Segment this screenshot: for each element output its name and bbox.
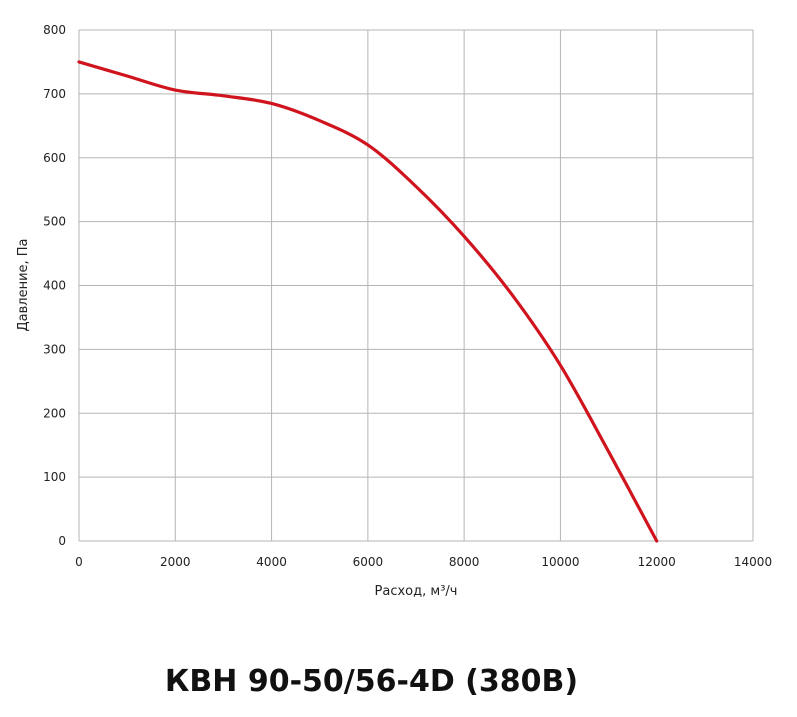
y-tick-label: 400 — [43, 279, 66, 293]
pressure-curve-line — [77, 60, 659, 543]
y-axis-label: Давление, Па — [16, 238, 31, 331]
y-tick-label: 100 — [43, 470, 66, 484]
x-tick-label: 4000 — [256, 555, 287, 569]
x-tick-label: 2000 — [160, 555, 191, 569]
chart-grid — [78, 29, 754, 542]
x-tick-label: 8000 — [449, 555, 480, 569]
x-axis-ticks: 0 2000 4000 6000 8000 10000 12000 14000 — [75, 555, 772, 569]
chart-series — [77, 60, 659, 543]
model-title: КВН 90-50/56-4D (380В) — [164, 664, 579, 699]
y-axis-ticks: 0 100 200 300 400 500 600 700 800 — [43, 23, 66, 548]
x-tick-label: 12000 — [638, 555, 676, 569]
y-tick-label: 500 — [43, 215, 66, 229]
x-tick-label: 6000 — [353, 555, 384, 569]
pressure-flow-chart: 0 100 200 300 400 500 600 700 800 0 2000 4000 6000 8… — [16, 23, 772, 599]
y-tick-label: 700 — [43, 87, 66, 101]
x-tick-label: 0 — [75, 555, 83, 569]
x-axis-label: Расход, м³/ч — [375, 584, 458, 599]
x-tick-label: 10000 — [541, 555, 579, 569]
y-tick-label: 0 — [58, 534, 66, 548]
x-tick-label: 14000 — [734, 555, 772, 569]
y-tick-label: 300 — [43, 342, 66, 356]
y-tick-label: 800 — [43, 23, 66, 37]
y-tick-label: 600 — [43, 151, 66, 165]
y-tick-label: 200 — [43, 406, 66, 420]
